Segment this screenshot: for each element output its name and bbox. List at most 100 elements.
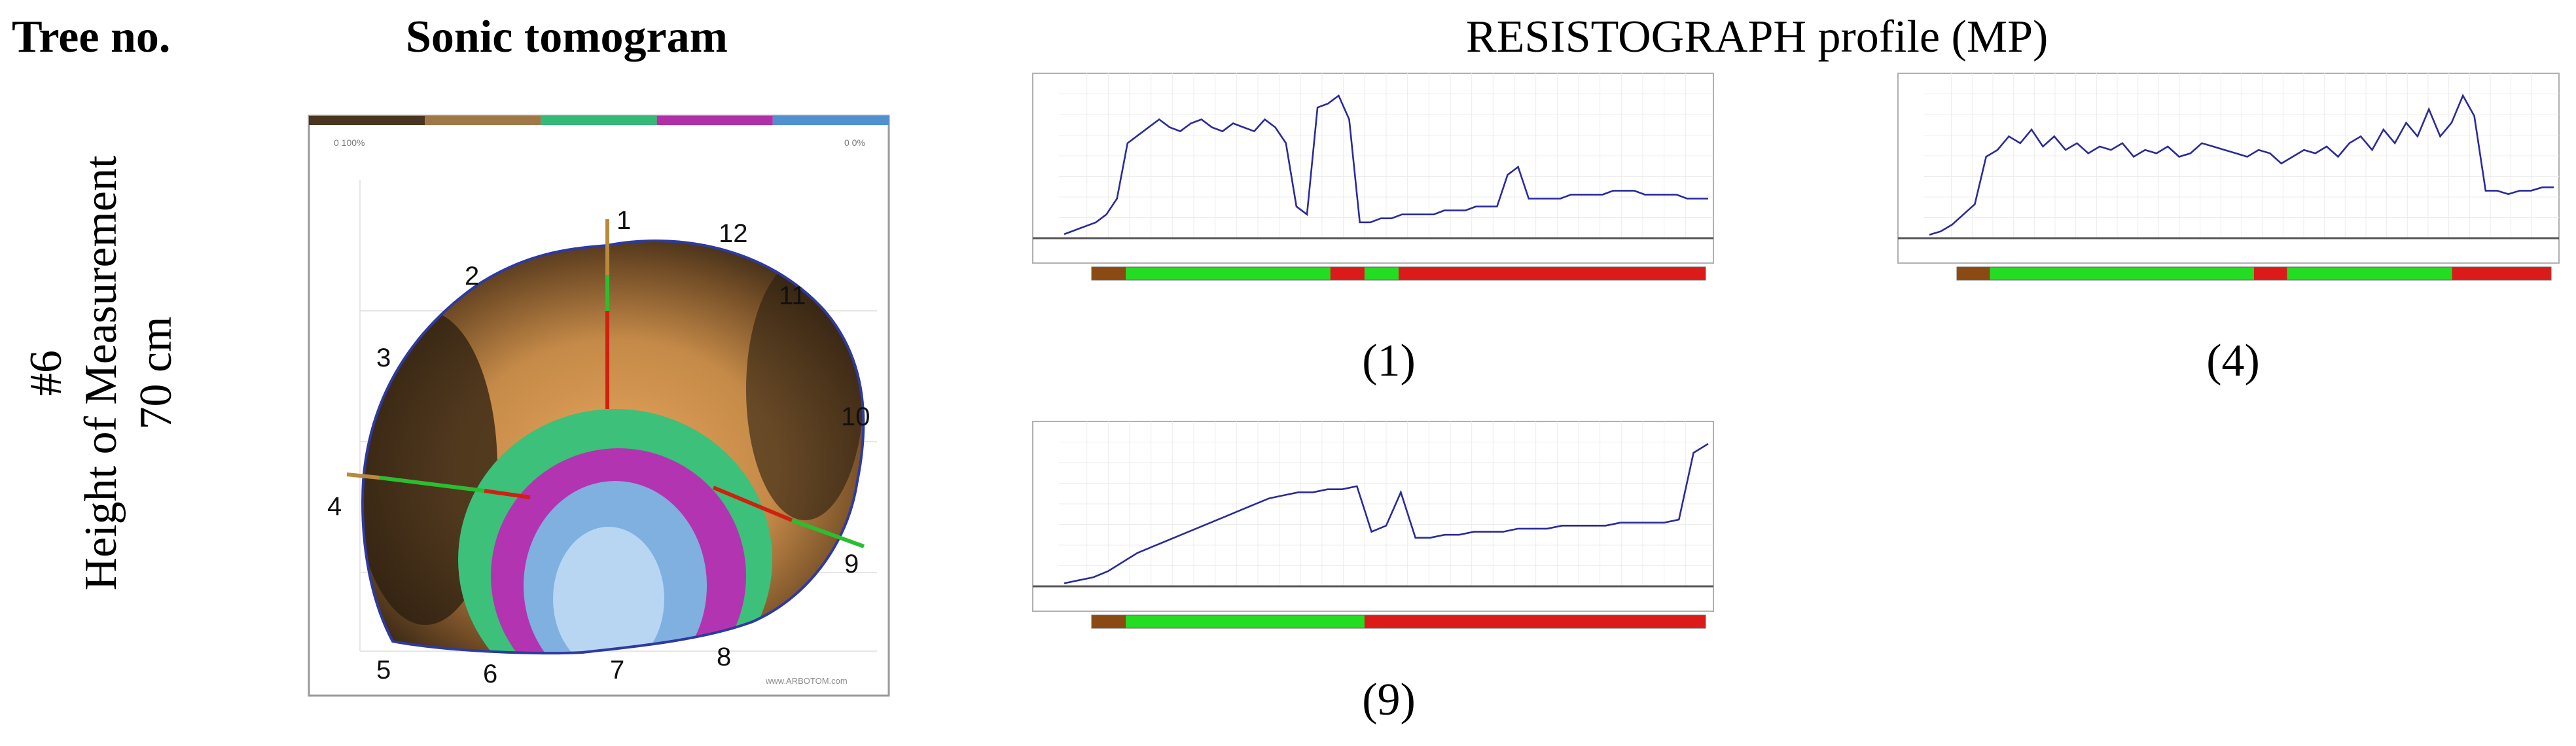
point-label: 7 bbox=[610, 656, 624, 684]
tomogram-trunk bbox=[363, 241, 864, 654]
tomogram-point-labels: 1 2 3 4 5 6 7 8 9 10 11 12 bbox=[327, 206, 870, 688]
resistance-band-segment bbox=[1296, 267, 1331, 280]
resistance-band-segment bbox=[2022, 267, 2056, 280]
resistance-band-segment bbox=[1535, 615, 1570, 628]
resistance-band-segment bbox=[1330, 615, 1365, 628]
resistance-band-segment bbox=[1228, 615, 1263, 628]
resistance-band-segment bbox=[1364, 267, 1399, 280]
tomogram-watermark: www.ARBOTOM.com bbox=[765, 676, 848, 686]
resistance-band-segment bbox=[1535, 267, 1570, 280]
palette-segment bbox=[656, 116, 773, 125]
resistance-band-segment bbox=[1092, 267, 1126, 280]
point-label: 11 bbox=[779, 281, 806, 310]
resistance-band-segment bbox=[1569, 615, 1604, 628]
resistance-band-segment bbox=[1603, 615, 1638, 628]
resistance-band-segment bbox=[1160, 615, 1194, 628]
sonic-tomogram: 0 100% 0 0% 1 2 3 4 5 6 7 8 bbox=[308, 115, 890, 697]
height-label: Height of Measurement bbox=[76, 155, 126, 591]
resistance-band-segment bbox=[1957, 267, 1990, 280]
resistance-band-segment bbox=[1228, 267, 1263, 280]
header-tree-no: Tree no. bbox=[12, 12, 171, 62]
resistance-band-segment bbox=[2056, 267, 2090, 280]
point-label: 9 bbox=[844, 550, 859, 578]
resistance-band-segment bbox=[1569, 267, 1604, 280]
resistance-band-frame bbox=[1091, 266, 1706, 281]
height-value: 70 cm bbox=[131, 316, 181, 430]
resistance-band-segment bbox=[1637, 615, 1672, 628]
point-label: 12 bbox=[719, 219, 748, 248]
resistance-band-segment bbox=[1433, 267, 1467, 280]
caption-profile-1: (1) bbox=[1362, 336, 1416, 386]
resistance-band-frame bbox=[1091, 614, 1706, 629]
header-sonic-tomogram: Sonic tomogram bbox=[406, 12, 728, 62]
point-label: 8 bbox=[717, 643, 731, 671]
resistance-band-segment bbox=[2122, 267, 2156, 280]
resistance-band-segment bbox=[1399, 267, 1433, 280]
resistance-band-segment bbox=[2485, 267, 2519, 280]
header-resistograph: RESISTOGRAPH profile (MP) bbox=[1466, 12, 2048, 62]
legend-left-label: 0 100% bbox=[334, 137, 365, 148]
resistance-band-segment bbox=[1467, 267, 1501, 280]
resistance-band-segment bbox=[1467, 615, 1501, 628]
palette-segment bbox=[425, 116, 541, 125]
resistance-band-segment bbox=[2419, 267, 2453, 280]
resistograph-profile-1 bbox=[1032, 73, 1714, 281]
caption-profile-9: (9) bbox=[1362, 675, 1416, 725]
resistance-band-segment bbox=[1330, 267, 1365, 280]
resistance-band-segment bbox=[1092, 615, 1126, 628]
resistance-band-segment bbox=[1296, 615, 1331, 628]
resistance-band-segment bbox=[1194, 615, 1228, 628]
resistance-band-segment bbox=[1160, 267, 1194, 280]
tomogram-palette-bar bbox=[309, 116, 889, 125]
point-label: 2 bbox=[465, 262, 479, 291]
resistance-band-segment bbox=[2221, 267, 2255, 280]
palette-segment bbox=[541, 116, 657, 125]
resistance-band-segment bbox=[1262, 615, 1297, 628]
point-label: 3 bbox=[376, 344, 391, 372]
resistance-band-segment bbox=[1364, 615, 1399, 628]
resistance-band-segment bbox=[1433, 615, 1467, 628]
palette-segment bbox=[772, 116, 889, 125]
resistance-band-segment bbox=[1671, 615, 1706, 628]
resistance-band-segment bbox=[2319, 267, 2353, 280]
resistance-band-segment bbox=[1990, 267, 2024, 280]
resistance-band-segment bbox=[1126, 615, 1160, 628]
profile-line bbox=[1064, 94, 1708, 236]
caption-profile-4: (4) bbox=[2206, 336, 2260, 386]
resistance-band-segment bbox=[1637, 267, 1672, 280]
profile-line bbox=[1929, 94, 2554, 236]
resistance-band-segment bbox=[1603, 267, 1638, 280]
resistance-band-segment bbox=[1262, 267, 1297, 280]
measurement-paths bbox=[346, 219, 865, 548]
resistance-band-segment bbox=[2386, 267, 2420, 280]
resistance-band-segment bbox=[1126, 267, 1160, 280]
profile-line bbox=[1064, 442, 1709, 584]
resistance-band-frame bbox=[1956, 266, 2552, 281]
plot-area bbox=[1032, 421, 1714, 612]
resistance-band-segment bbox=[2287, 267, 2321, 280]
palette-segment bbox=[309, 116, 425, 125]
resistance-band-segment bbox=[2353, 267, 2387, 280]
resistograph-profile-4 bbox=[1897, 73, 2560, 281]
resistograph-profile-9 bbox=[1032, 421, 1714, 629]
legend-right-label: 0 0% bbox=[844, 137, 865, 148]
resistance-band-segment bbox=[1671, 267, 1706, 280]
point-label: 4 bbox=[327, 492, 342, 521]
plot-area bbox=[1032, 73, 1714, 264]
resistance-band-segment bbox=[2088, 267, 2122, 280]
point-label: 1 bbox=[617, 206, 631, 235]
resistance-band-segment bbox=[1194, 267, 1228, 280]
point-label: 5 bbox=[376, 656, 391, 684]
resistance-band-segment bbox=[2155, 267, 2189, 280]
resistance-band-segment bbox=[2254, 267, 2287, 280]
resistance-band-segment bbox=[1501, 267, 1535, 280]
resistance-band-segment bbox=[2452, 267, 2486, 280]
resistance-band-segment bbox=[1399, 615, 1433, 628]
point-label: 6 bbox=[483, 660, 497, 688]
resistance-band-segment bbox=[1501, 615, 1535, 628]
resistance-band-segment bbox=[2518, 267, 2552, 280]
resistance-band-segment bbox=[2188, 267, 2222, 280]
trunk-outline bbox=[361, 240, 865, 655]
point-label: 10 bbox=[841, 402, 870, 431]
tree-id: #6 bbox=[21, 350, 71, 397]
